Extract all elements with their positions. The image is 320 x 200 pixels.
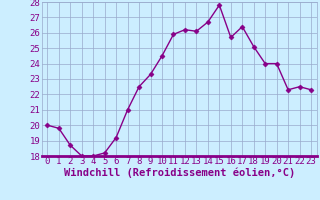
X-axis label: Windchill (Refroidissement éolien,°C): Windchill (Refroidissement éolien,°C): [64, 168, 295, 178]
